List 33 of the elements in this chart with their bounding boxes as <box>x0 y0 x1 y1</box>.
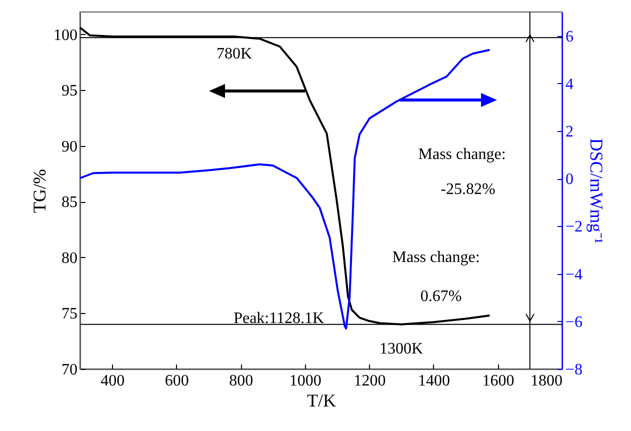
annotation: Mass change: <box>418 146 506 164</box>
x-tick-label: 1200 <box>354 372 386 390</box>
y-tick-label: 95 <box>62 82 78 100</box>
y-tick-label: 80 <box>62 250 78 267</box>
x-tick-label: 600 <box>164 372 189 390</box>
annotation: 1300K <box>380 340 424 358</box>
annotation: 780K <box>216 46 252 63</box>
annotation: -25.82% <box>440 181 496 199</box>
annotation: 0.67% <box>420 288 462 306</box>
x-tick-label: 800 <box>229 372 254 390</box>
y-tick-label: 90 <box>62 138 78 156</box>
x-tick-label: 1000 <box>289 372 322 390</box>
y-axis-title: TG/% <box>30 169 50 213</box>
y2-tick-label: −2 <box>566 218 583 236</box>
x-tick-label: 400 <box>100 372 125 390</box>
y2-tick-label: 6 <box>566 28 574 46</box>
annotation: Mass change: <box>392 249 480 267</box>
x-tick-label: 1400 <box>418 372 450 390</box>
annotation: Peak:1128.1K <box>234 310 325 328</box>
y2-tick-label: −6 <box>566 314 583 331</box>
y-tick-label: 70 <box>62 362 78 378</box>
x-tick-label: 1600 <box>482 372 514 390</box>
y2-tick-label: −8 <box>566 362 583 378</box>
y-tick-label: 85 <box>62 194 78 212</box>
y2-tick-label: −4 <box>566 266 583 284</box>
y2-axis-title: DSC/mWmg⁻¹ <box>586 138 607 244</box>
y-tick-label: 75 <box>62 306 78 323</box>
y2-tick-label: 2 <box>566 124 574 140</box>
y-tick-label: 100 <box>54 26 78 44</box>
x-axis-title: T/K <box>307 390 336 410</box>
y2-tick-label: 4 <box>566 76 574 93</box>
x-tick-label: 1800 <box>530 372 562 390</box>
y2-tick-label: 0 <box>566 171 574 188</box>
